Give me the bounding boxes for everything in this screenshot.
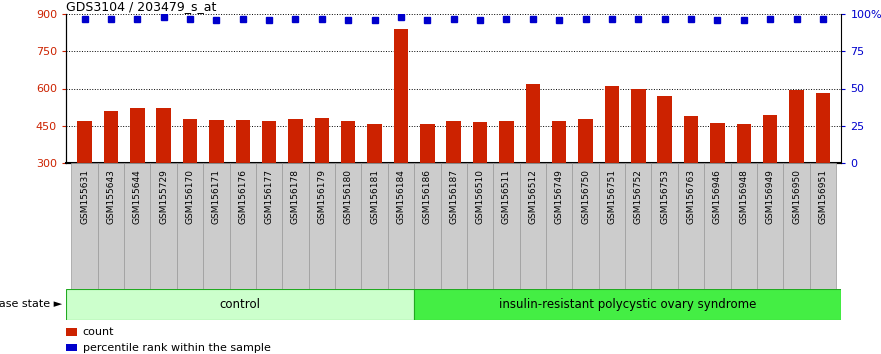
Bar [335,163,361,289]
Bar [599,163,626,289]
Bar [626,163,651,289]
Text: GSM155631: GSM155631 [80,169,89,224]
Bar [573,163,599,289]
Bar [816,93,830,163]
Bar [467,163,493,289]
Text: GSM156949: GSM156949 [766,169,774,224]
Text: GSM156763: GSM156763 [686,169,695,224]
Text: GSM156510: GSM156510 [476,169,485,224]
Text: GDS3104 / 203479_s_at: GDS3104 / 203479_s_at [66,0,217,13]
Bar [204,163,230,289]
Bar [308,163,335,289]
Bar [230,163,256,289]
Text: GSM156950: GSM156950 [792,169,801,224]
Bar [124,163,151,289]
Text: control: control [219,298,261,311]
Bar [730,163,757,289]
Bar [151,163,177,289]
Bar [414,289,841,320]
Bar [388,163,414,289]
Text: GSM156511: GSM156511 [502,169,511,224]
Text: GSM156177: GSM156177 [264,169,274,224]
Bar [440,163,467,289]
Bar [447,121,461,163]
Text: disease state ►: disease state ► [0,299,62,309]
Text: GSM156176: GSM156176 [238,169,248,224]
Bar [341,121,356,163]
Bar [684,116,699,163]
Bar [361,163,388,289]
Bar [473,122,487,163]
Bar [130,108,144,163]
Text: GSM156946: GSM156946 [713,169,722,224]
Bar [288,119,303,163]
Bar [420,124,434,163]
Text: GSM156187: GSM156187 [449,169,458,224]
Bar [552,121,566,163]
Bar [66,289,414,320]
Bar [315,118,329,163]
Text: GSM156948: GSM156948 [739,169,748,224]
Bar [394,29,408,163]
Bar [367,124,381,163]
Text: GSM156181: GSM156181 [370,169,379,224]
Text: GSM156751: GSM156751 [607,169,617,224]
Bar [98,163,124,289]
Text: GSM156179: GSM156179 [317,169,326,224]
Bar [78,121,92,163]
Text: GSM156184: GSM156184 [396,169,405,224]
Text: GSM156178: GSM156178 [291,169,300,224]
Bar [177,163,204,289]
Bar [414,163,440,289]
Bar [71,163,98,289]
Bar [493,163,520,289]
Bar [789,90,803,163]
Text: GSM155643: GSM155643 [107,169,115,224]
Text: GSM156171: GSM156171 [212,169,221,224]
Bar [66,328,78,336]
Bar [783,163,810,289]
Bar [710,123,725,163]
Text: count: count [83,327,115,337]
Bar [763,115,777,163]
Bar [578,119,593,163]
Bar [235,120,250,163]
Bar [546,163,573,289]
Bar [657,96,672,163]
Text: percentile rank within the sample: percentile rank within the sample [83,343,270,353]
Text: GSM156186: GSM156186 [423,169,432,224]
Bar [500,121,514,163]
Bar [256,163,282,289]
Bar [520,163,546,289]
Text: GSM155644: GSM155644 [133,169,142,224]
Bar [66,344,78,351]
Bar [704,163,730,289]
Bar [182,119,197,163]
Bar [604,86,619,163]
Bar [677,163,704,289]
Text: insulin-resistant polycystic ovary syndrome: insulin-resistant polycystic ovary syndr… [499,298,757,311]
Bar [282,163,308,289]
Bar [157,108,171,163]
Bar [810,163,836,289]
Text: GSM156749: GSM156749 [555,169,564,224]
Text: GSM156752: GSM156752 [633,169,643,224]
Bar [631,88,646,163]
Bar [104,111,118,163]
Bar [526,84,540,163]
Bar [737,124,751,163]
Text: GSM156512: GSM156512 [529,169,537,224]
Text: GSM156951: GSM156951 [818,169,827,224]
Text: GSM156170: GSM156170 [186,169,195,224]
Text: GSM155729: GSM155729 [159,169,168,224]
Text: GSM156753: GSM156753 [660,169,670,224]
Text: GSM156750: GSM156750 [581,169,590,224]
Bar [757,163,783,289]
Text: GSM156180: GSM156180 [344,169,352,224]
Bar [262,121,277,163]
Bar [209,120,224,163]
Bar [651,163,677,289]
